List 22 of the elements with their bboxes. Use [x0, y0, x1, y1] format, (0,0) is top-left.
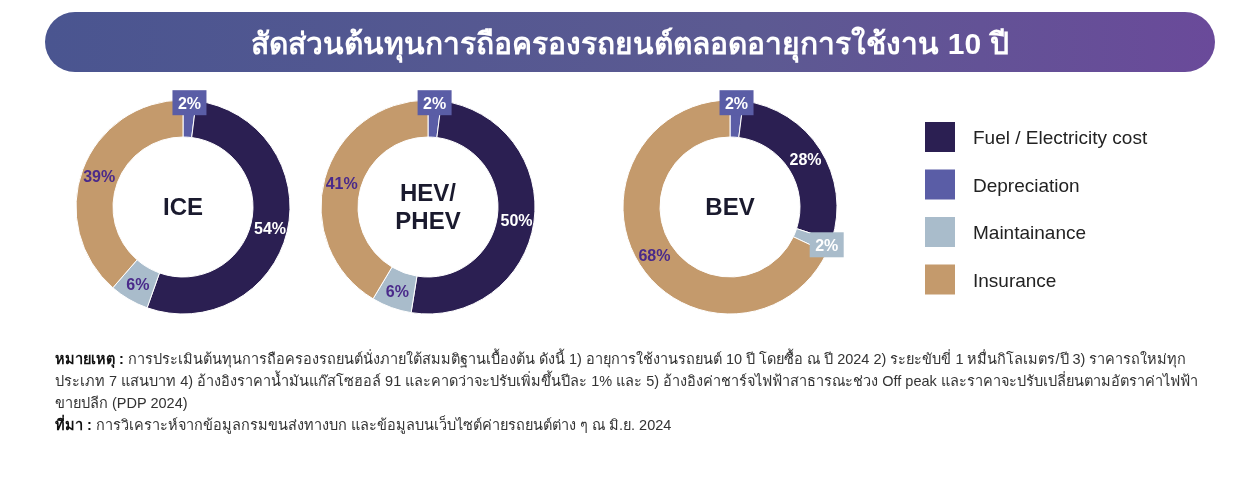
legend-label: Maintainance — [973, 222, 1087, 243]
data-label: 50% — [500, 211, 533, 229]
text: BEV — [705, 193, 755, 220]
text: HEV/PHEV — [395, 179, 461, 234]
data-label: 2% — [177, 95, 202, 113]
data-label: 2% — [724, 95, 749, 113]
data-label: 54% — [254, 219, 287, 237]
data-label: 2% — [423, 95, 447, 113]
data-label: 6% — [385, 283, 409, 301]
chart-title: สัดส่วนต้นทุนการถือครองรถยนต์ตลอดอายุการใช้งาน 10 ปี — [251, 26, 1009, 63]
data-label: 39% — [83, 167, 116, 185]
legend-label: Fuel / Electricity cost — [973, 127, 1148, 148]
legend-label: Depreciation — [973, 174, 1080, 196]
text: ICE — [162, 193, 204, 220]
data-label: 6% — [126, 276, 150, 294]
data-label: 2% — [815, 237, 839, 255]
text: ที่มา : การวิเคราะห์จากข้อมูลกรมขนส่งทางบก และข้อมูลบนเว็บไซต์ค่ายรถยนต์ต่าง ๆ ณ มิ.ย. 2024 — [55, 414, 673, 436]
data-label: 28% — [789, 151, 822, 169]
data-label: 68% — [638, 246, 671, 264]
legend-label: Insurance — [973, 269, 1057, 291]
text: หมายเหตุ : การประเมินต้นทุนการถือครองรถยนต์นั่งภายใต้สมมติฐานเบื้องต้น ดังนี้ 1) อายุการใช้งานรถยนต์ 10 ปี โดยซื้อ ณ ปี 2024 2) ระยะขับขี่ 1 หมื่นกิโลเมตร/ปี 3) ราคารถใหม่ทุกประเภท 7 แสนบาท 4) อ้างอิงราคาน้ำมันแก๊สโซฮอล์ 91 และคาดว่าจะปรับเพิ่มขึ้นปีละ 1% และ 5) อ้างอิงค่าชาร์จไฟฟ้าสาธารณะช่วง Off peak และราคาจะปรับเปลี่ยนตามอัตราค่าไฟฟ้าขายปลีก (PDP 2024) — [55, 348, 1199, 413]
data-label: 41% — [325, 175, 358, 193]
